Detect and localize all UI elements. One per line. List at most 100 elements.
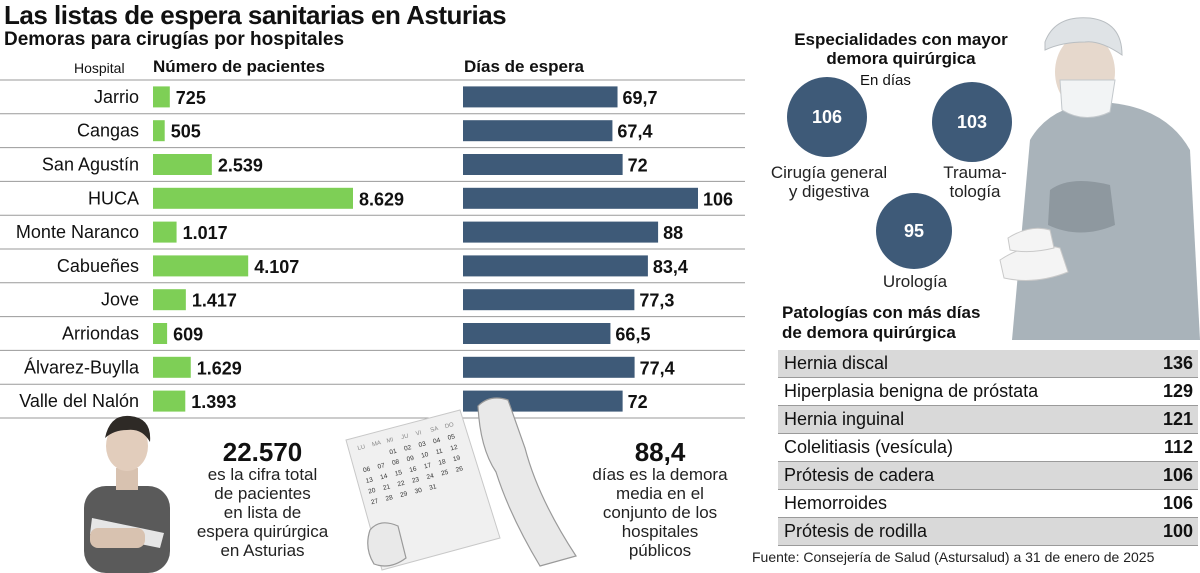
hospital-label: HUCA <box>88 188 139 208</box>
pathologies-title-line: Patologías con más días <box>782 303 981 322</box>
patients-value-label: 1.393 <box>191 392 236 412</box>
pathology-days: 136 <box>1162 353 1193 373</box>
pathology-name: Hernia inguinal <box>784 409 905 429</box>
patients-value-label: 4.107 <box>254 257 299 277</box>
patients-value-label: 1.629 <box>197 358 242 378</box>
calendar-day: 20 <box>368 487 377 496</box>
days-bar <box>463 255 648 277</box>
calendar-day: 10 <box>421 451 430 460</box>
patient-illustration <box>84 415 170 573</box>
calendar-day: 07 <box>377 462 386 471</box>
calendar-day: 08 <box>391 458 400 467</box>
total-patients-value: 22.570 <box>222 437 303 467</box>
hospital-label: Cangas <box>77 121 139 141</box>
specialty-bubble-traumatology: 103 <box>932 82 1012 162</box>
patients-bar <box>153 289 186 311</box>
patients-column-header: Número de pacientes <box>153 57 325 76</box>
patients-bar <box>153 323 168 344</box>
calendar-day: 23 <box>411 476 420 485</box>
pathology-name: Colelitiasis (vesícula) <box>784 437 954 457</box>
table-row: Prótesis de cadera 106 <box>778 462 1198 490</box>
pathologies-title: Patologías con más días de demora quirúrg… <box>782 303 980 343</box>
hospital-column-header: Hospital <box>74 60 125 76</box>
days-bar <box>463 154 623 175</box>
days-bar <box>463 289 635 311</box>
days-bar <box>463 187 698 209</box>
patients-bar <box>153 86 170 108</box>
table-row: Hemorroides 106 <box>778 490 1198 518</box>
page-title: Las listas de espera sanitarias en Astur… <box>4 0 507 30</box>
average-days-value: 88,4 <box>634 437 686 467</box>
description-line: de pacientes <box>214 484 311 503</box>
calendar-weekday: MA <box>372 440 382 448</box>
pathology-name: Prótesis de rodilla <box>784 521 928 541</box>
days-bar <box>463 356 635 378</box>
calendar-day: 03 <box>418 440 427 449</box>
patients-bar <box>153 356 191 378</box>
patients-bar <box>153 255 249 277</box>
patients-value-label: 609 <box>173 325 203 345</box>
pathology-name: Hernia discal <box>784 353 889 373</box>
specialty-bubble-urology: 95 <box>876 193 952 269</box>
specialties-unit: En días <box>860 72 911 89</box>
calendar-day: 01 <box>389 448 398 457</box>
days-value-label: 72 <box>628 392 648 412</box>
hospital-label: Jarrio <box>94 87 139 107</box>
days-value-label: 106 <box>703 189 733 209</box>
calendar-day: 26 <box>455 465 464 474</box>
calendar-day: 31 <box>429 483 438 492</box>
calendar-day: 16 <box>409 465 418 474</box>
days-value-label: 66,5 <box>615 325 650 345</box>
table-row: Hiperplasia benigna de próstata 129 <box>778 378 1198 406</box>
hospital-label: Álvarez-Buylla <box>24 357 140 377</box>
pathology-days: 106 <box>1162 465 1193 485</box>
patients-value-label: 1.417 <box>192 291 237 311</box>
description-line: espera quirúrgica <box>196 522 329 541</box>
surgeon-illustration <box>999 17 1200 340</box>
calendar-day: 02 <box>403 444 412 453</box>
days-value-label: 69,7 <box>623 88 658 108</box>
calendar-day: 05 <box>447 433 456 442</box>
table-row: Hernia discal 136 <box>778 350 1198 378</box>
specialty-label-traumatology: Trauma-tología <box>925 163 1025 201</box>
description-line: en Asturias <box>220 541 305 560</box>
page-subtitle: Demoras para cirugías por hospitales <box>4 29 345 50</box>
days-value-label: 83,4 <box>653 257 688 277</box>
hospital-label: Arriondas <box>62 324 139 344</box>
calendar-weekday: MI <box>386 437 394 445</box>
calendar-day: 29 <box>399 490 408 499</box>
calendar-day: 17 <box>423 462 432 471</box>
description-line: media en el <box>616 484 704 503</box>
specialty-label-general-surgery: Cirugía general y digestiva <box>754 163 904 201</box>
specialties-title: Especialidades con mayor demora quirúrgi… <box>794 30 1008 68</box>
calendar-day: 27 <box>370 498 379 507</box>
days-bar <box>463 120 613 142</box>
calendar-illustration: LU MA MI JU VI SA DO 01 02 03 04 05 06 07 08 09 10 11 12 13… <box>345 397 577 571</box>
hospital-label: San Agustín <box>42 155 139 175</box>
calendar-day: 11 <box>435 448 444 457</box>
calendar-weekday: JU <box>401 433 410 441</box>
hospital-bar-charts: Jarrio 725 69,7 Cangas 505 67,4 San Agustín 2.5… <box>0 79 745 419</box>
patients-value-label: 8.629 <box>359 189 404 209</box>
table-row: Colelitiasis (vesícula) 112 <box>778 434 1198 462</box>
pathology-name: Hemorroides <box>784 493 888 513</box>
patients-value-label: 725 <box>176 88 206 108</box>
days-value-label: 88 <box>663 223 683 243</box>
calendar-day: 25 <box>440 469 449 478</box>
specialty-bubble-general-surgery: 106 <box>787 77 867 157</box>
specialty-label-line: y digestiva <box>788 182 870 201</box>
patients-bar <box>153 154 212 175</box>
days-column-header: Días de espera <box>464 57 585 76</box>
hospital-label: Valle del Nalón <box>19 391 139 411</box>
hospital-label: Cabueñes <box>57 256 139 276</box>
pathology-days: 112 <box>1163 437 1193 457</box>
days-bar <box>463 86 618 108</box>
pathology-name: Hiperplasia benigna de próstata <box>784 381 1039 401</box>
calendar-day: 04 <box>432 437 441 446</box>
table-row: Prótesis de rodilla 100 <box>778 518 1198 546</box>
pathology-days: 100 <box>1162 521 1193 541</box>
calendar-day: 06 <box>362 466 371 475</box>
calendar-day: 21 <box>382 483 391 492</box>
calendar-day: 28 <box>385 494 394 503</box>
days-value-label: 67,4 <box>617 122 652 142</box>
